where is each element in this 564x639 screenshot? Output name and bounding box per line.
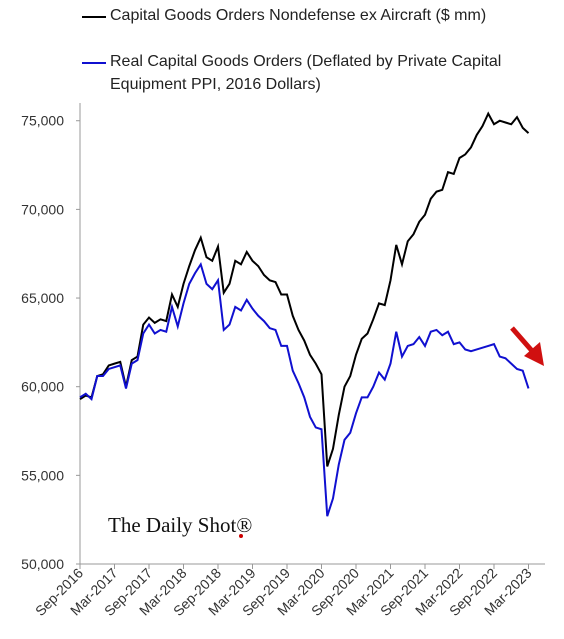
y-tick-label: 60,000 [21,379,64,395]
watermark-dot [239,534,243,538]
legend-label: Capital Goods Orders Nondefense ex Aircr… [110,7,487,24]
watermark: The Daily Shot® [108,513,252,537]
legend-swatch [82,62,106,64]
legend-label: Real Capital Goods Orders (Deflated by P… [110,53,502,93]
series-line [79,261,530,517]
y-tick-label: 75,000 [21,113,64,129]
y-tick-label: 55,000 [21,467,64,483]
arrow [510,326,535,354]
y-tick-label: 70,000 [21,201,64,217]
series-line [79,111,530,467]
y-tick-label: 50,000 [21,556,64,572]
arrow-head [524,342,544,366]
legend-swatch [82,16,106,18]
y-tick-label: 65,000 [21,290,64,306]
